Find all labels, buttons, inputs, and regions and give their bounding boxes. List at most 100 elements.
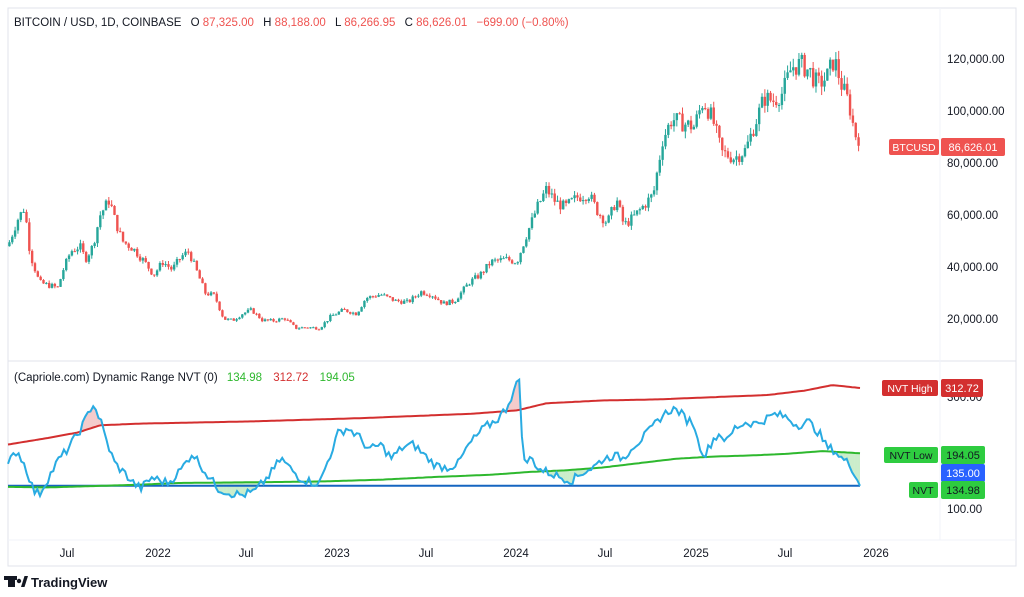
candle-body: [22, 212, 24, 213]
candle-body: [196, 261, 198, 270]
nvt-low-breach-fill: [564, 470, 567, 482]
candle-body: [255, 314, 257, 315]
candle-body: [840, 78, 842, 90]
candle-body: [218, 302, 220, 311]
candle-body: [656, 173, 658, 191]
candle-body: [727, 151, 729, 157]
candle-body: [744, 148, 746, 156]
candle-body: [62, 270, 64, 279]
indicator-title: (Capriole.com) Dynamic Range NVT (0): [14, 372, 218, 384]
candle-body: [687, 121, 689, 125]
change-value: −699.00 (−0.80%): [477, 17, 569, 29]
candle-body: [82, 243, 84, 252]
candle-body: [752, 134, 754, 136]
candle-body: [551, 193, 553, 194]
candle-body: [468, 285, 470, 286]
candle-body: [525, 239, 527, 246]
candle-body: [360, 307, 362, 312]
candle-body: [471, 279, 473, 285]
candle-body: [39, 277, 41, 280]
candle-body: [201, 279, 203, 284]
candle-body: [153, 275, 155, 276]
candle-body: [673, 120, 675, 126]
candle-body: [718, 126, 720, 138]
candle-body: [480, 272, 482, 279]
candle-body: [369, 296, 371, 298]
tradingview-logo-text: TradingView: [31, 575, 108, 590]
candle-body: [193, 261, 195, 262]
candle-body: [204, 283, 206, 293]
candle-body: [483, 272, 485, 273]
candle-body: [57, 286, 59, 287]
nvt-badge-value: 134.98: [946, 485, 980, 497]
symbol-title: BITCOIN / USD, 1D, COINBASE: [14, 17, 182, 29]
candle-body: [443, 302, 445, 304]
indicator-value-nvt: 134.98: [227, 372, 262, 384]
candle-body: [446, 302, 448, 306]
candle-body: [451, 300, 453, 303]
candle-body: [747, 142, 749, 148]
candle-body: [25, 212, 27, 222]
candle-body: [534, 214, 536, 218]
candle-body: [17, 220, 19, 231]
time-label: 2025: [683, 548, 709, 560]
candle-body: [110, 205, 112, 206]
candle-body: [48, 283, 50, 288]
candle-body: [11, 237, 13, 243]
indicator-legend[interactable]: (Capriole.com) Dynamic Range NVT (0) 134…: [14, 372, 355, 384]
candle-body: [713, 107, 715, 123]
candle-body: [170, 267, 172, 270]
candle-body: [698, 110, 700, 114]
candle-body: [179, 259, 181, 260]
candle-body: [383, 294, 385, 295]
candle-body: [252, 308, 254, 313]
candle-body: [704, 108, 706, 109]
candle-body: [659, 160, 661, 173]
candle-body: [664, 135, 666, 146]
candle-body: [815, 72, 817, 86]
candle-body: [224, 317, 226, 320]
candle-body: [448, 300, 450, 305]
candle-body: [539, 201, 541, 202]
candle-body: [326, 321, 328, 322]
price-tick: 20,000.00: [947, 314, 998, 326]
candle-body: [386, 294, 388, 296]
candle-body: [528, 228, 530, 239]
candle-body: [661, 146, 663, 159]
candle-body: [68, 255, 70, 259]
candle-body: [96, 227, 98, 243]
time-label: Jul: [239, 548, 254, 560]
candle-body: [352, 313, 354, 314]
candle-body: [812, 68, 814, 86]
candle-body: [312, 327, 314, 328]
candle-body: [85, 252, 87, 262]
candle-body: [323, 322, 325, 327]
indicator-tick-100: 100.00: [947, 504, 982, 516]
candle-body: [108, 201, 110, 205]
candle-body: [437, 299, 439, 300]
candle-body: [136, 249, 138, 257]
candle-body: [792, 67, 794, 70]
candle-body: [826, 69, 828, 81]
candle-body: [573, 195, 575, 198]
nvt-high-badge: NVT High 312.72: [882, 379, 983, 397]
candle-body: [511, 260, 513, 263]
tradingview-logo[interactable]: TradingView: [4, 575, 108, 590]
candle-body: [693, 127, 695, 130]
candle-body: [653, 190, 655, 194]
candle-body: [74, 251, 76, 252]
close-value: 86,626.01: [416, 17, 467, 29]
candle-body: [216, 294, 218, 302]
candle-body: [181, 255, 183, 259]
price-badge-value: 86,626.01: [949, 142, 998, 154]
candle-body: [164, 264, 166, 265]
candle-body: [542, 194, 544, 201]
candle-body: [559, 201, 561, 210]
candle-body: [412, 296, 414, 302]
symbol-legend[interactable]: BITCOIN / USD, 1D, COINBASE O 87,325.00 …: [14, 17, 569, 29]
candle-body: [548, 186, 550, 194]
nvt-low-breach-fill: [240, 482, 243, 495]
open-value: 87,325.00: [203, 17, 254, 29]
candle-body: [556, 201, 558, 202]
